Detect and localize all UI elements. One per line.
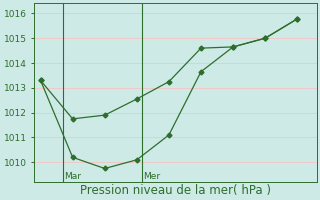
X-axis label: Pression niveau de la mer( hPa ): Pression niveau de la mer( hPa )	[80, 184, 271, 197]
Text: Mar: Mar	[65, 172, 82, 181]
Text: Mer: Mer	[143, 172, 160, 181]
